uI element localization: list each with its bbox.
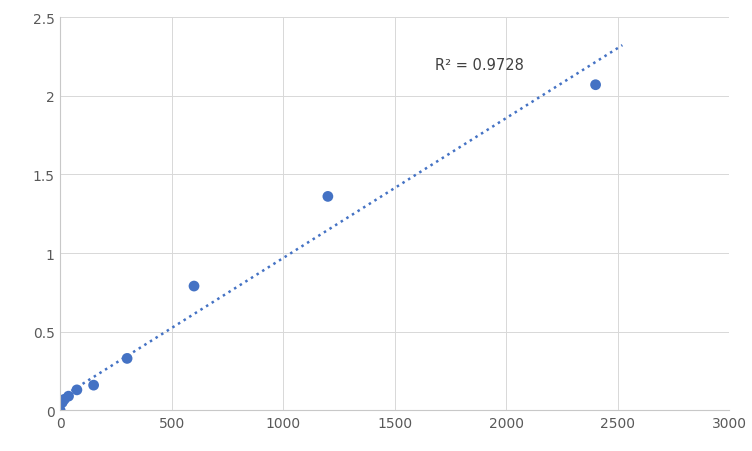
Point [322, 193, 334, 201]
Point [121, 355, 133, 362]
Point [87, 382, 99, 389]
Point [59, 396, 71, 403]
Point [56, 399, 68, 406]
Point [71, 387, 83, 394]
Point [62, 393, 74, 400]
Point [54, 407, 66, 414]
Point [188, 283, 200, 290]
Text: R² = 0.9728: R² = 0.9728 [435, 58, 524, 73]
Point [590, 82, 602, 89]
